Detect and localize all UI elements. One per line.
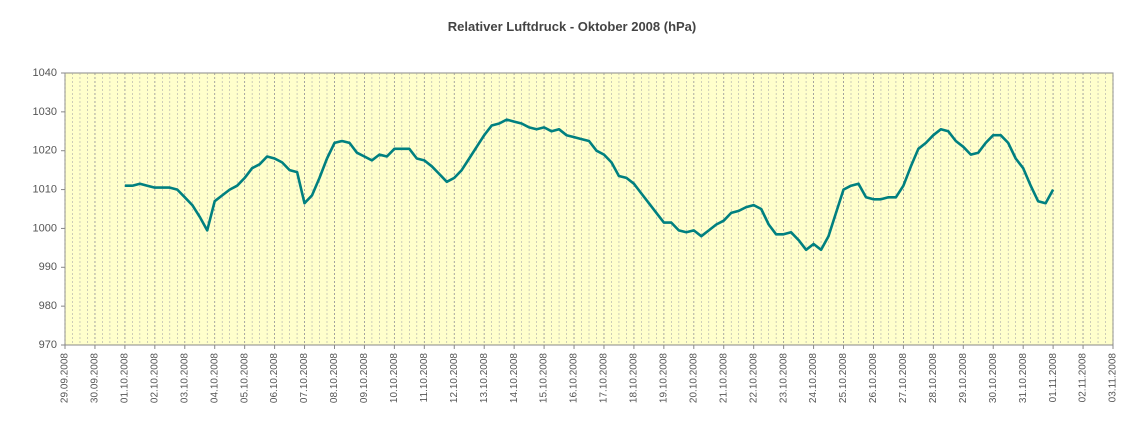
y-tick-label: 990 — [39, 261, 57, 273]
x-tick-label: 12.10.2008 — [449, 353, 460, 403]
chart-title: Relativer Luftdruck - Oktober 2008 (hPa) — [448, 19, 697, 34]
y-tick-label: 970 — [39, 339, 57, 351]
y-tick-label: 980 — [39, 300, 57, 312]
x-tick-label: 05.10.2008 — [239, 353, 250, 403]
y-tick-label: 1020 — [33, 145, 57, 157]
x-tick-label: 26.10.2008 — [868, 353, 879, 403]
x-tick-label: 30.10.2008 — [988, 353, 999, 403]
x-tick-label: 11.10.2008 — [419, 353, 430, 403]
x-tick-label: 19.10.2008 — [658, 353, 669, 403]
x-tick-label: 03.11.2008 — [1108, 353, 1119, 403]
x-tick-label: 25.10.2008 — [838, 353, 849, 403]
x-tick-label: 03.10.2008 — [179, 353, 190, 403]
x-tick-label: 29.10.2008 — [958, 353, 969, 403]
data-line — [124, 118, 1055, 252]
x-tick-label: 31.10.2008 — [1018, 353, 1029, 403]
x-tick-label: 06.10.2008 — [269, 353, 280, 403]
x-tick-label: 18.10.2008 — [629, 353, 640, 403]
x-tick-label: 02.11.2008 — [1078, 353, 1089, 403]
x-tick-label: 13.10.2008 — [479, 353, 490, 403]
x-tick-label: 14.10.2008 — [509, 353, 520, 403]
x-tick-label: 22.10.2008 — [748, 353, 759, 403]
x-tick-label: 10.10.2008 — [389, 353, 400, 403]
x-tick-label: 16.10.2008 — [569, 353, 580, 403]
x-tick-label: 29.09.2008 — [60, 353, 71, 403]
x-tick-label: 17.10.2008 — [599, 353, 610, 403]
x-tick-label: 21.10.2008 — [718, 353, 729, 403]
x-tick-label: 01.11.2008 — [1048, 353, 1059, 403]
x-tick-label: 30.09.2008 — [90, 353, 101, 403]
y-tick-label: 1030 — [33, 106, 57, 118]
x-tick-label: 01.10.2008 — [120, 353, 131, 403]
x-tick-label: 07.10.2008 — [299, 353, 310, 403]
y-tick-label: 1000 — [33, 222, 57, 234]
x-tick-label: 27.10.2008 — [898, 353, 909, 403]
x-tick-label: 20.10.2008 — [688, 353, 699, 403]
x-tick-label: 02.10.2008 — [149, 353, 160, 403]
x-tick-label: 15.10.2008 — [539, 353, 550, 403]
y-tick-label: 1010 — [33, 183, 57, 195]
x-tick-label: 24.10.2008 — [808, 353, 819, 403]
y-tick-label: 1040 — [33, 67, 57, 79]
x-tick-label: 09.10.2008 — [359, 353, 370, 403]
x-tick-label: 23.10.2008 — [778, 353, 789, 403]
x-tick-label: 28.10.2008 — [928, 353, 939, 403]
x-tick-label: 04.10.2008 — [209, 353, 220, 403]
x-tick-label: 08.10.2008 — [329, 353, 340, 403]
